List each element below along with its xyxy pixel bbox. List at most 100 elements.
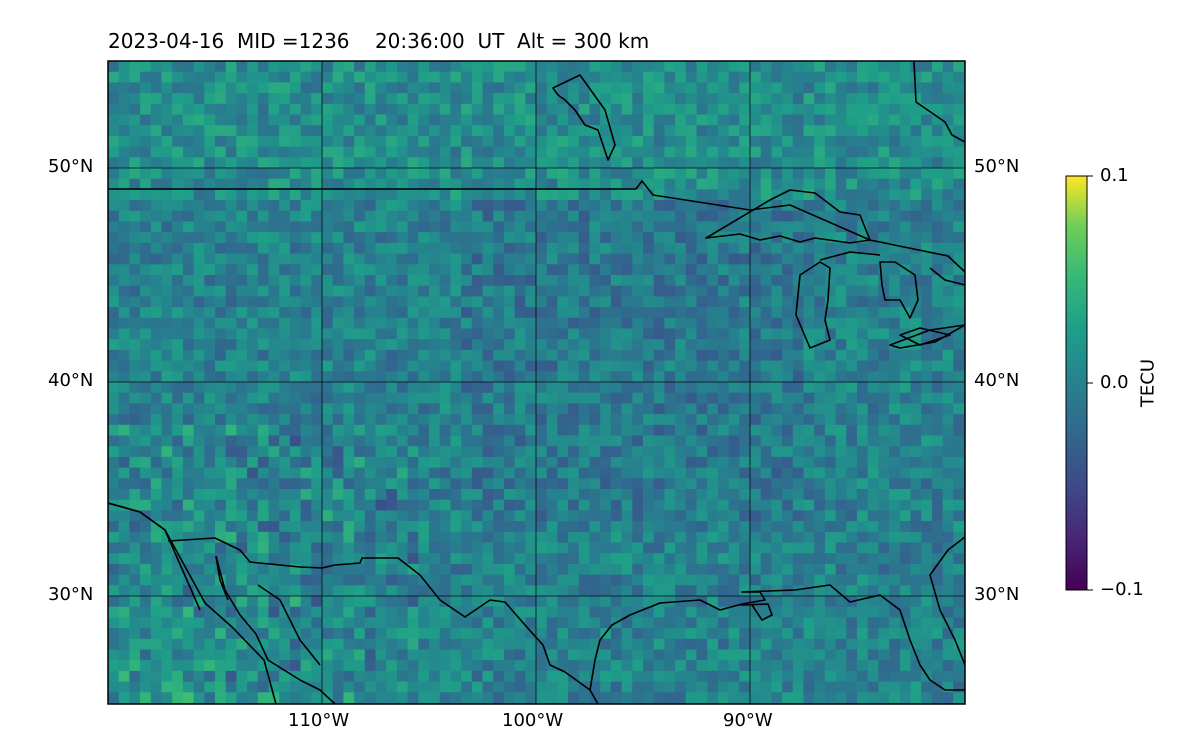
heatmap-cell bbox=[546, 232, 558, 244]
heatmap-cell bbox=[589, 617, 601, 629]
heatmap-cell bbox=[953, 135, 965, 148]
heatmap-cell bbox=[461, 221, 473, 233]
heatmap-cell bbox=[846, 221, 858, 233]
heatmap-cell bbox=[161, 467, 173, 479]
heatmap-cell bbox=[225, 61, 237, 73]
heatmap-cell bbox=[193, 670, 205, 683]
heatmap-cell bbox=[150, 221, 163, 233]
heatmap-cell bbox=[546, 296, 558, 308]
heatmap-cell bbox=[161, 521, 173, 533]
colorbar-tick-max: 0.1 bbox=[1100, 165, 1129, 186]
heatmap-cell bbox=[343, 168, 355, 180]
heatmap-cell bbox=[760, 382, 772, 394]
heatmap-cell bbox=[236, 478, 248, 490]
heatmap-cell bbox=[418, 660, 430, 672]
heatmap-cell bbox=[439, 275, 451, 287]
heatmap-cell bbox=[503, 521, 516, 533]
heatmap-cell bbox=[161, 681, 173, 693]
heatmap-cell bbox=[396, 596, 409, 608]
heatmap-cell bbox=[396, 296, 409, 308]
heatmap-cell bbox=[439, 424, 451, 437]
heatmap-cell bbox=[225, 531, 237, 544]
heatmap-cell bbox=[921, 125, 933, 137]
heatmap-cell bbox=[643, 382, 655, 394]
heatmap-cell bbox=[857, 692, 869, 704]
heatmap-cell bbox=[568, 563, 580, 576]
heatmap-cell bbox=[247, 510, 259, 522]
heatmap-cell bbox=[150, 681, 163, 693]
heatmap-cell bbox=[247, 82, 259, 94]
heatmap-cell bbox=[396, 360, 409, 372]
heatmap-cell bbox=[792, 478, 805, 490]
heatmap-cell bbox=[814, 114, 826, 126]
heatmap-cell bbox=[140, 563, 152, 576]
heatmap-cell bbox=[268, 360, 280, 372]
heatmap-cell bbox=[536, 467, 548, 479]
heatmap-cell bbox=[268, 478, 280, 490]
heatmap-cell bbox=[268, 521, 280, 533]
heatmap-cell bbox=[846, 200, 858, 212]
heatmap-cell bbox=[568, 446, 580, 458]
heatmap-cell bbox=[942, 574, 954, 586]
heatmap-cell bbox=[204, 542, 216, 554]
heatmap-cell bbox=[728, 264, 740, 276]
heatmap-cell bbox=[589, 446, 601, 458]
heatmap-cell bbox=[471, 178, 484, 190]
heatmap-cell bbox=[172, 670, 184, 683]
heatmap-cell bbox=[578, 596, 591, 608]
heatmap-cell bbox=[493, 681, 505, 693]
heatmap-cell bbox=[728, 681, 740, 693]
heatmap-cell bbox=[685, 253, 698, 265]
heatmap-cell bbox=[921, 189, 933, 201]
heatmap-cell bbox=[439, 232, 451, 244]
heatmap-cell bbox=[118, 563, 130, 576]
heatmap-cell bbox=[782, 168, 794, 180]
heatmap-cell bbox=[685, 210, 698, 223]
heatmap-cell bbox=[118, 510, 130, 522]
heatmap-cell bbox=[931, 628, 944, 640]
heatmap-cell bbox=[621, 628, 633, 640]
heatmap-cell bbox=[557, 446, 569, 458]
heatmap-cell bbox=[279, 574, 291, 586]
heatmap-cell bbox=[407, 93, 419, 105]
heatmap-cell bbox=[129, 242, 141, 255]
heatmap-cell bbox=[396, 157, 409, 169]
heatmap-cell bbox=[525, 424, 537, 437]
heatmap-cell bbox=[568, 585, 580, 597]
heatmap-cell bbox=[653, 307, 665, 319]
heatmap-cell bbox=[514, 638, 526, 651]
heatmap-cell bbox=[600, 285, 612, 297]
heatmap-cell bbox=[782, 210, 794, 223]
heatmap-cell bbox=[536, 681, 548, 693]
heatmap-cell bbox=[632, 339, 644, 351]
heatmap-cell bbox=[471, 606, 484, 618]
heatmap-cell bbox=[750, 521, 762, 533]
heatmap-cell bbox=[610, 596, 623, 608]
heatmap-cell bbox=[439, 189, 451, 201]
heatmap-cell bbox=[236, 660, 248, 672]
heatmap-cell bbox=[750, 125, 762, 137]
heatmap-cell bbox=[835, 681, 847, 693]
heatmap-cell bbox=[172, 360, 184, 372]
heatmap-cell bbox=[386, 210, 398, 223]
heatmap-cell bbox=[814, 585, 826, 597]
heatmap-cell bbox=[471, 114, 484, 126]
heatmap-cell bbox=[578, 510, 591, 522]
heatmap-cell bbox=[118, 521, 130, 533]
heatmap-cell bbox=[685, 542, 698, 554]
heatmap-cell bbox=[568, 200, 580, 212]
heatmap-cell bbox=[546, 189, 558, 201]
heatmap-cell bbox=[557, 157, 569, 169]
heatmap-cell bbox=[643, 61, 655, 73]
heatmap-cell bbox=[525, 638, 537, 651]
heatmap-cell bbox=[632, 307, 644, 319]
heatmap-cell bbox=[193, 61, 205, 73]
heatmap-cell bbox=[225, 242, 237, 255]
heatmap-cell bbox=[503, 382, 516, 394]
heatmap-cell bbox=[835, 371, 847, 383]
heatmap-cell bbox=[279, 392, 291, 404]
heatmap-cell bbox=[140, 670, 152, 683]
heatmap-cell bbox=[182, 692, 195, 704]
heatmap-cell bbox=[792, 574, 805, 586]
heatmap-cell bbox=[279, 232, 291, 244]
